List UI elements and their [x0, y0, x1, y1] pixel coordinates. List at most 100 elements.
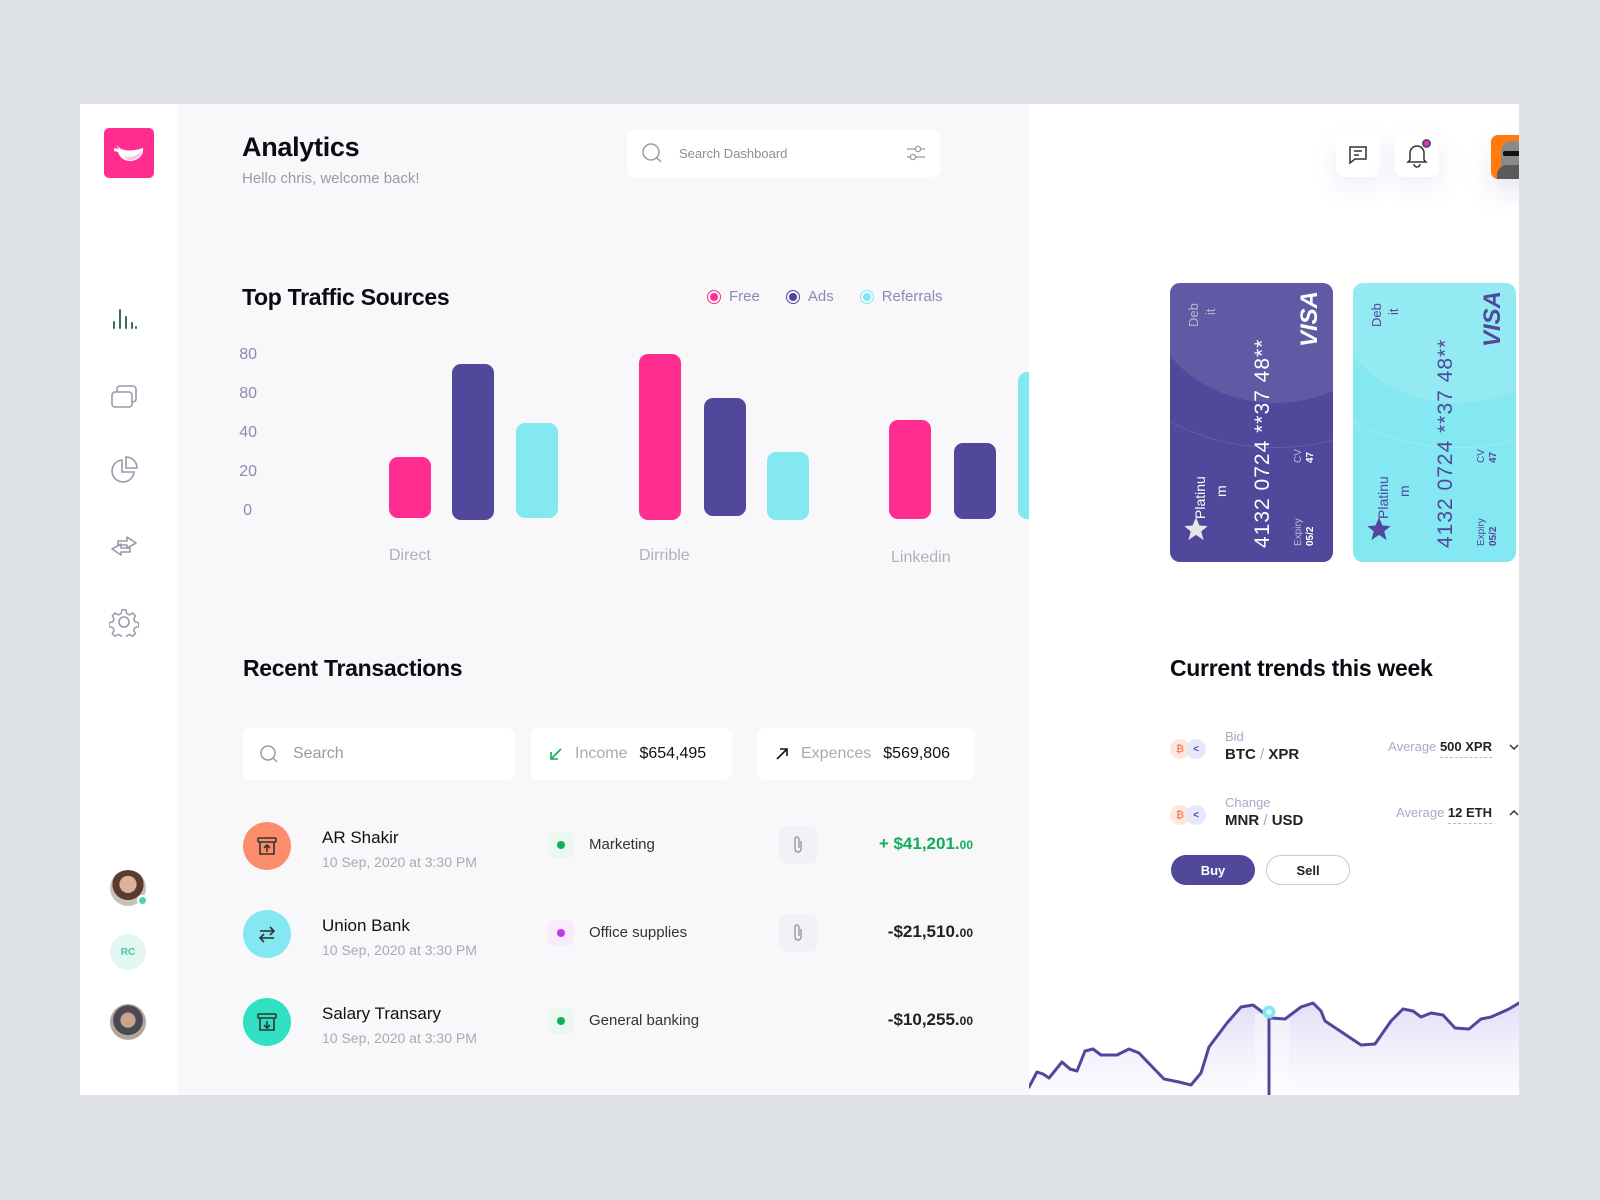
card-type: Deb it: [1186, 303, 1218, 327]
bar-dirrible-free[interactable]: [639, 354, 681, 520]
trend-line-chart[interactable]: [1029, 959, 1519, 1095]
pie-chart-icon: [111, 456, 138, 483]
search-input[interactable]: Search: [293, 745, 344, 762]
bar-direct-free[interactable]: [389, 457, 431, 518]
transaction-category: Marketing: [589, 836, 655, 853]
transaction-row[interactable]: Salary Transary 10 Sep, 2020 at 3:30 PM …: [243, 998, 973, 1058]
brand-logo[interactable]: [104, 128, 154, 178]
x-axis-label: Dirrible: [639, 547, 690, 564]
trend-row-bid[interactable]: ₿ < Bid BTC / XPR Average 500 XPR: [1170, 729, 1519, 771]
arrow-up-right-icon: [776, 748, 788, 760]
swap-arrows-icon: [243, 910, 291, 958]
search-icon: [642, 143, 662, 163]
download-box-icon: [243, 998, 291, 1046]
star-icon: [1367, 517, 1391, 541]
chevron-down-icon[interactable]: [1506, 739, 1519, 755]
x-axis-label: Linkedin: [891, 549, 951, 566]
visa-logo: VISA: [1479, 290, 1506, 347]
trend-pair: BTC / XPR: [1225, 746, 1300, 763]
dashboard-search[interactable]: Search Dashboard: [627, 129, 940, 177]
search-icon: [260, 745, 278, 763]
y-axis-tick: 20: [239, 463, 257, 480]
transaction-amount: -$10,255.00: [887, 1010, 973, 1029]
message-icon: [1349, 146, 1367, 165]
card-number: 4132 0724 **37 48**: [1434, 338, 1457, 548]
transaction-row[interactable]: AR Shakir 10 Sep, 2020 at 3:30 PM Market…: [243, 822, 973, 882]
welcome-message: Hello chris, welcome back!: [242, 170, 420, 187]
buy-button[interactable]: Buy: [1171, 855, 1255, 885]
debit-card[interactable]: Deb it VISA 4132 0724 **37 48** Platinu m …: [1353, 283, 1516, 562]
bar-linkedin-free[interactable]: [889, 420, 931, 519]
sell-button[interactable]: Sell: [1266, 855, 1350, 885]
trend-average: Average 12 ETH: [1396, 805, 1492, 824]
online-status-dot: [137, 895, 148, 906]
bar-direct-referrals[interactable]: [516, 423, 558, 518]
transaction-date: 10 Sep, 2020 at 3:30 PM: [322, 854, 477, 870]
filter-sliders-icon[interactable]: [906, 143, 926, 163]
bar-dirrible-referrals[interactable]: [767, 452, 809, 520]
traffic-title: Top Traffic Sources: [242, 284, 450, 310]
transaction-category: Office supplies: [589, 924, 688, 941]
transaction-amount: + $41,201.00: [878, 834, 973, 853]
trend-line: [1029, 1001, 1519, 1089]
sidebar-item-cards[interactable]: [108, 380, 140, 412]
expenses-value: $569,806: [883, 745, 950, 762]
messages-button[interactable]: [1336, 133, 1380, 177]
transaction-name: Salary Transary: [322, 1004, 442, 1023]
app-window: RC Analytics Hello chris, welcome back! …: [80, 104, 1519, 1095]
bar-dirrible-ads[interactable]: [704, 398, 746, 516]
income-summary[interactable]: Income $654,495: [531, 728, 732, 780]
search-input[interactable]: Search Dashboard: [679, 145, 788, 161]
trend-label: Change: [1225, 795, 1271, 810]
share-coin-icon: <: [1186, 805, 1206, 825]
bitcoin-icon: ₿: [1170, 805, 1190, 825]
transaction-row[interactable]: Union Bank 10 Sep, 2020 at 3:30 PM Offic…: [243, 910, 973, 970]
legend-item-free[interactable]: Free: [707, 288, 760, 305]
transactions-search[interactable]: Search: [243, 728, 515, 780]
sidebar-item-reports[interactable]: [108, 454, 140, 486]
debit-card[interactable]: Deb it VISA 4132 0724 **37 48** Platinu m …: [1170, 283, 1333, 562]
upload-box-icon: [243, 822, 291, 870]
bar-chart-icon: [113, 309, 137, 329]
notification-badge: [1422, 139, 1431, 148]
user-avatar[interactable]: [1491, 135, 1519, 179]
notifications-button[interactable]: [1395, 133, 1439, 177]
bar-linkedin-ads[interactable]: [954, 443, 996, 519]
trend-row-change[interactable]: ₿ < Change MNR / USD Average 12 ETH: [1170, 795, 1519, 837]
attachment-button[interactable]: [779, 914, 817, 952]
legend-label: Referrals: [881, 288, 943, 305]
cvv: CV 47: [1293, 449, 1316, 463]
expiry: Expiry 05/2: [1476, 518, 1499, 546]
sidebar-item-analytics[interactable]: [108, 302, 140, 334]
legend-item-ads[interactable]: Ads: [785, 288, 834, 305]
attachment-button[interactable]: [779, 826, 817, 864]
page-title: Analytics: [242, 132, 360, 162]
trend-pair: MNR / USD: [1225, 812, 1304, 829]
trend-label: Bid: [1225, 729, 1244, 744]
expenses-summary[interactable]: Expences $569,806: [757, 728, 975, 780]
bar-direct-ads[interactable]: [452, 364, 494, 520]
transaction-category: General banking: [589, 1012, 700, 1029]
sidebar-item-settings[interactable]: [108, 606, 140, 638]
transaction-date: 10 Sep, 2020 at 3:30 PM: [322, 942, 477, 958]
expiry: Expiry 05/2: [1293, 518, 1316, 546]
transaction-amount: -$21,510.00: [887, 922, 973, 941]
chevron-up-icon[interactable]: [1506, 805, 1519, 821]
cvv: CV 47: [1476, 449, 1499, 463]
contact-avatar[interactable]: [110, 870, 148, 906]
sidebar-item-transfers[interactable]: [108, 530, 140, 562]
hover-highlight: [1255, 1014, 1289, 1095]
trend-average: Average 500 XPR: [1388, 739, 1492, 758]
transaction-name: Union Bank: [322, 916, 410, 935]
y-axis-tick: 40: [239, 424, 257, 441]
trend-area: [1029, 1003, 1519, 1095]
contact-avatar[interactable]: [110, 1004, 146, 1040]
card-tier: Platinu m: [1192, 476, 1229, 519]
transaction-date: 10 Sep, 2020 at 3:30 PM: [322, 1030, 477, 1046]
legend-item-referrals[interactable]: Referrals: [859, 288, 943, 305]
exchange-arrows-icon: [111, 536, 137, 556]
card-type: Deb it: [1369, 303, 1401, 327]
trends-title: Current trends this week: [1170, 655, 1433, 681]
contact-avatar-initials[interactable]: RC: [110, 934, 146, 970]
whale-icon: [114, 145, 144, 161]
